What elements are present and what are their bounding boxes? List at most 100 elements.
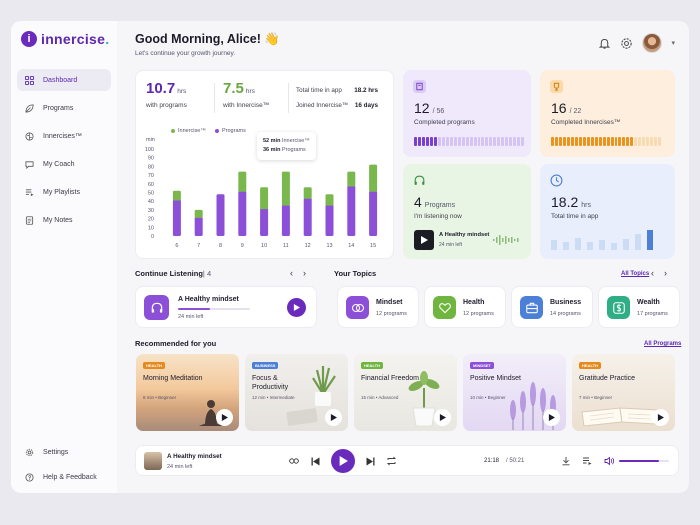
player-play-button[interactable]: [331, 449, 355, 473]
continue-pager: ‹ ›: [290, 268, 306, 278]
sidebar-item-label: My Coach: [43, 160, 75, 168]
progress-segment: [578, 137, 582, 146]
progress-segment: [582, 137, 586, 146]
player-thumbnail: [144, 452, 162, 470]
continue-listening-card[interactable]: A Healthy mindset 24 min left: [135, 286, 317, 328]
rec-play-button[interactable]: [543, 409, 560, 426]
completed-innercises-card[interactable]: 16/ 22 Completed Innercises™: [540, 70, 675, 157]
progress-segment: [457, 137, 461, 146]
bar-innercise: [369, 164, 378, 192]
topic-card-business[interactable]: Business 14 programs: [511, 286, 593, 328]
rec-play-button[interactable]: [434, 409, 451, 426]
all-topics-link[interactable]: All Topics: [621, 271, 650, 277]
rec-meta: 15 min • Advanced: [361, 395, 399, 400]
progress-segment: [626, 137, 630, 146]
progress-segment: [638, 137, 642, 146]
logo[interactable]: i innercise.: [21, 31, 109, 47]
innercise-hours: 7.5 hrs: [223, 80, 255, 97]
progress-segment: [551, 137, 554, 146]
repeat-icon[interactable]: [386, 456, 397, 466]
play-icon: [548, 414, 555, 421]
listening-thumbnail[interactable]: [414, 230, 434, 250]
greeting-subtitle: Let's continue your growth journey.: [135, 50, 236, 57]
play-icon: [330, 414, 337, 421]
programs-hours-value: 10.7: [146, 80, 176, 97]
rec-title: Gratitude Practice: [579, 375, 636, 382]
progress-segment: [642, 137, 646, 146]
chevron-right-icon[interactable]: ›: [303, 268, 306, 278]
recommended-card[interactable]: HEALTH Gratitude Practice 7 min • Beginn…: [572, 354, 675, 431]
grid-icon: [25, 75, 34, 85]
continue-play-button[interactable]: [287, 298, 306, 317]
queue-icon[interactable]: [582, 456, 592, 466]
chevron-right-icon[interactable]: ›: [664, 268, 667, 278]
sidebar-item-help[interactable]: Help & Feedback: [17, 466, 111, 488]
total-time-sparkline: [551, 230, 653, 250]
topic-name: Health: [463, 299, 485, 306]
meditation-illustration: [199, 400, 223, 426]
progress-segment: [606, 137, 610, 146]
bar-programs: [260, 208, 269, 236]
loop-icon[interactable]: [288, 456, 300, 466]
chevron-left-icon[interactable]: ‹: [651, 268, 654, 278]
headphones-icon: [414, 175, 425, 185]
sidebar-item-innercises[interactable]: Innercises™: [17, 125, 111, 147]
sidebar-item-notes[interactable]: My Notes: [17, 209, 111, 231]
play-icon: [221, 414, 228, 421]
recommended-card[interactable]: HEALTH Financial Freedom 15 min • Advanc…: [354, 354, 457, 431]
completed-programs-progress: [414, 137, 525, 146]
total-time-card[interactable]: 18.2 hrs Total time in app: [540, 164, 675, 259]
book-icon: [413, 80, 426, 93]
sidebar-item-programs[interactable]: Programs: [17, 97, 111, 119]
progress-segment: [598, 137, 602, 146]
briefcase-icon: [525, 302, 538, 313]
help-icon: [25, 472, 34, 482]
skip-back-icon[interactable]: [311, 457, 320, 466]
recommended-card[interactable]: HEALTH Morning Meditation 8 min • Beginn…: [136, 354, 239, 431]
avatar[interactable]: [642, 33, 663, 53]
bar-programs: [238, 190, 247, 236]
rec-play-button[interactable]: [325, 409, 342, 426]
topic-card-mindset[interactable]: Mindset 12 programs: [337, 286, 419, 328]
sidebar-item-label: Settings: [43, 448, 69, 456]
recommended-card[interactable]: MINDSET Positive Mindset 10 min • Beginn…: [463, 354, 566, 431]
x-tick-label: 13: [326, 243, 332, 249]
rec-play-button[interactable]: [216, 409, 233, 426]
download-icon[interactable]: [561, 456, 571, 466]
chevron-left-icon[interactable]: ‹: [290, 268, 293, 278]
play-icon: [439, 414, 446, 421]
all-programs-link[interactable]: All Programs: [644, 341, 682, 347]
chart-tooltip: 52 min Innercise™ 36 min Programs: [257, 132, 316, 160]
stats-divider: [214, 83, 215, 113]
topic-card-health[interactable]: Health 12 programs: [424, 286, 506, 328]
brain-icon: [25, 131, 34, 141]
recommended-card[interactable]: BUSINESS Focus & Productivity 12 min • I…: [245, 354, 348, 431]
count-value: 18.2: [551, 194, 579, 210]
progress-segment: [477, 137, 481, 146]
brain-icon: [351, 303, 364, 312]
volume-slider[interactable]: [619, 460, 669, 462]
topic-card-wealth[interactable]: Wealth 17 programs: [598, 286, 680, 328]
legend-swatch: [171, 129, 175, 133]
bar-innercise: [347, 171, 356, 187]
chevron-down-icon[interactable]: ▾: [671, 40, 675, 47]
listening-now-card[interactable]: 4 Programs I'm listening now A Healthy mi…: [403, 164, 531, 259]
sidebar-item-settings[interactable]: Settings: [17, 441, 111, 463]
activity-card: 10.7 hrs with programs 7.5 hrs with Innerc…: [135, 70, 394, 259]
clock-icon: [550, 174, 563, 187]
player-meta: 24 min left: [167, 464, 193, 470]
tooltip-value: 52 min: [263, 138, 281, 144]
sidebar-item-dashboard[interactable]: Dashboard: [17, 69, 111, 91]
x-tick-label: 10: [261, 243, 267, 249]
dollar-icon: [612, 301, 625, 314]
skip-forward-icon[interactable]: [366, 457, 375, 466]
sidebar-item-playlists[interactable]: My Playlists: [17, 181, 111, 203]
bar-programs: [194, 216, 203, 236]
sidebar-item-coach[interactable]: My Coach: [17, 153, 111, 175]
settings-icon[interactable]: [620, 37, 633, 50]
completed-programs-card[interactable]: 12/ 56 Completed programs: [403, 70, 531, 157]
bell-icon[interactable]: [598, 37, 611, 50]
rec-play-button[interactable]: [652, 409, 669, 426]
volume-icon[interactable]: [604, 456, 615, 466]
play-icon: [421, 236, 428, 244]
